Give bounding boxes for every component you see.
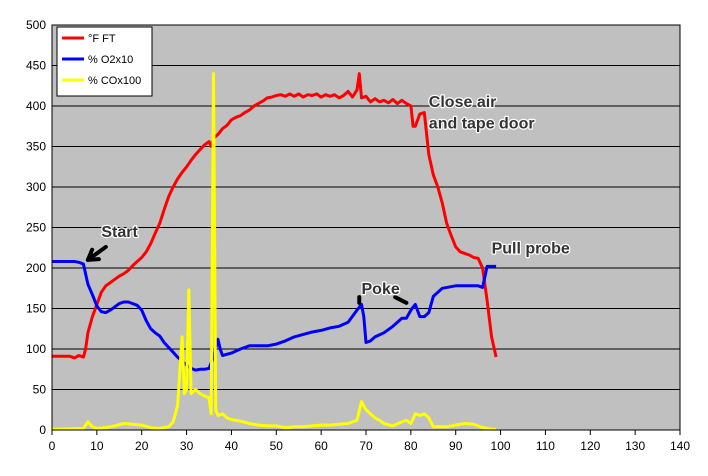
annotations: Start Close air and tape door Pull probe Pok… [100,93,571,300]
x-tick-label: 100 [491,439,511,453]
x-tick-label: 140 [670,439,690,453]
y-tick-label: 50 [33,383,47,397]
annotation-label: Close air [429,94,497,111]
series-line-1 [52,260,497,372]
annotation-label: Start [101,224,138,241]
x-tick-label: 0 [49,439,56,453]
y-tick-label: 300 [26,180,46,194]
annotation-label: Pull probe [492,240,570,257]
x-tick-label: 120 [580,439,600,453]
y-tick-label: 400 [26,99,46,113]
y-tick-label: 150 [26,302,46,316]
y-tick-label: 0 [39,423,46,437]
annotation-label: Poke [362,281,400,298]
arrowhead-0 [85,247,101,262]
y-tick-label: 250 [26,221,46,235]
gridlines [52,65,680,390]
x-tick-label: 30 [180,439,194,453]
x-tick-label: 110 [536,439,555,453]
x-tick-label: 60 [314,439,328,453]
x-axis-tick-labels: 0 10 20 30 40 50 60 70 80 90 100 110 120 130 140 [49,430,690,453]
legend-entry-2: % COx100 [88,75,141,87]
annotation-arrows [85,244,409,305]
series-lines [51,72,498,431]
x-tick-label: 50 [270,439,284,453]
y-tick-label: 100 [26,342,46,356]
x-tick-label: 90 [449,439,463,453]
x-tick-label: 70 [359,439,373,453]
annotation-arrow-2 [393,295,409,305]
y-tick-label: 200 [26,261,46,275]
legend-entry-0: °F FT [88,33,116,45]
x-tick-label: 130 [625,439,645,453]
x-tick-label: 10 [90,439,104,453]
series-line-2 [51,72,497,431]
y-tick-label: 450 [26,59,46,73]
legend: °F FT % O2x10 % COx100 [56,26,153,97]
y-tick-label: 500 [26,18,46,32]
y-tick-label: 350 [26,140,46,154]
legend-entry-1: % O2x10 [88,54,133,66]
x-tick-label: 80 [404,439,418,453]
series-line-0 [52,72,498,360]
x-tick-label: 20 [135,439,149,453]
x-tick-label: 40 [225,439,239,453]
annotation-label: and tape door [429,116,535,133]
y-axis-tick-labels: 0 50 100 150 200 250 300 350 400 450 500 [26,18,46,437]
